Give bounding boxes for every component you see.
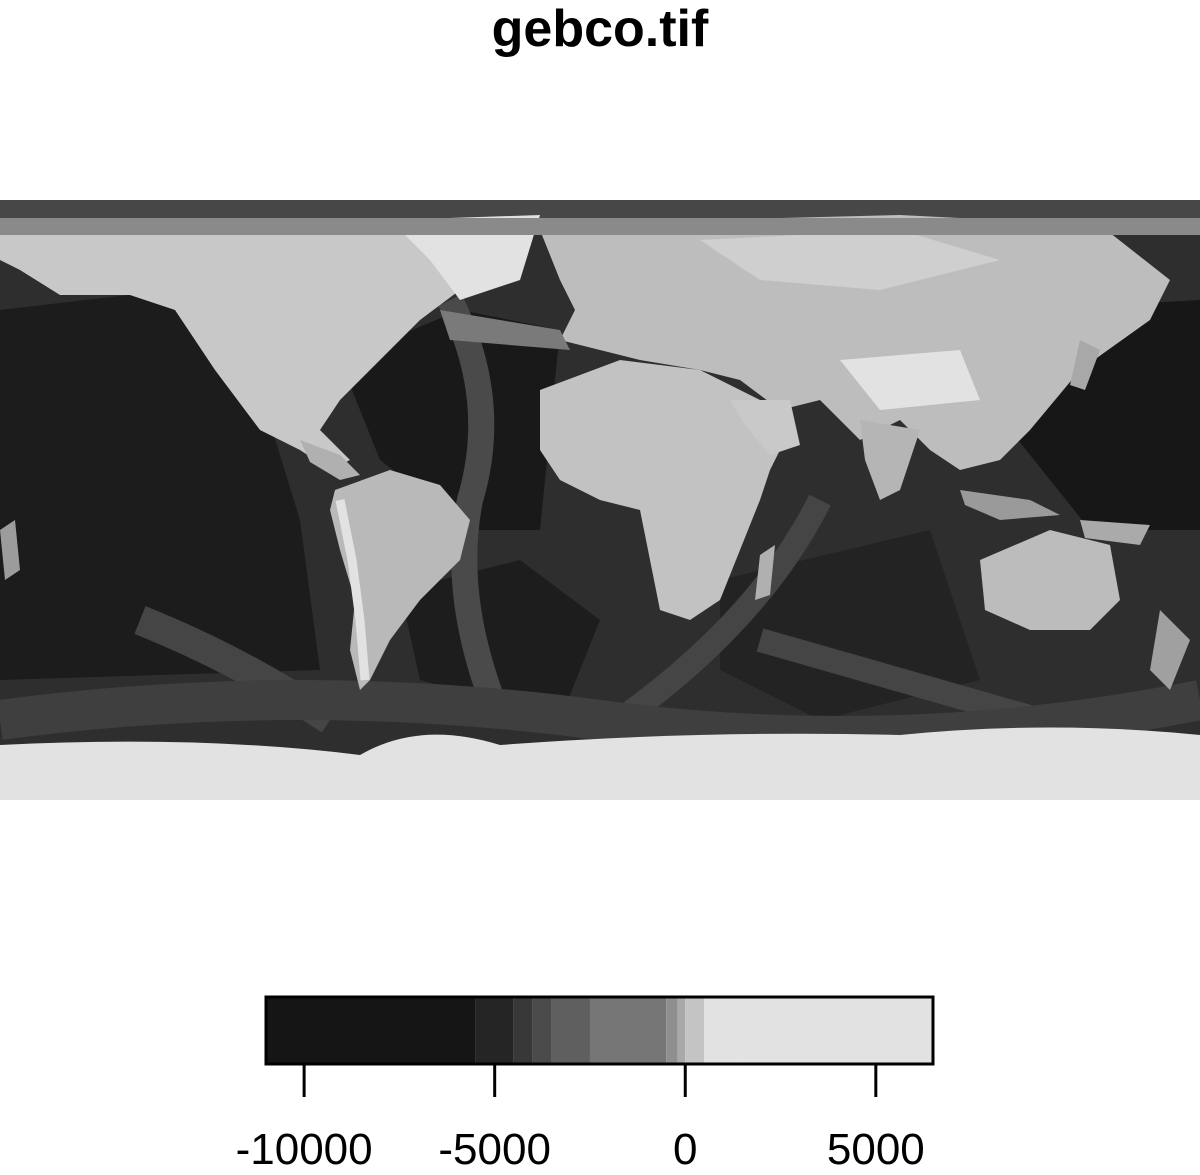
siberia-high — [700, 230, 1000, 290]
elevation-raster — [0, 200, 1200, 800]
atlantic-deep-south — [400, 560, 600, 720]
legend-svg: -10000 -5000 0 5000 — [236, 995, 935, 1174]
india — [860, 420, 920, 500]
new-guinea — [1080, 520, 1150, 545]
shelf-arctic — [0, 218, 1200, 235]
legend-swatch — [685, 997, 705, 1064]
legend-swatch — [266, 997, 476, 1064]
shelf-north-atlantic — [440, 310, 570, 350]
legend-swatch — [677, 997, 686, 1064]
legend-tick-label: -10000 — [236, 1125, 373, 1174]
legend-tick-label: -5000 — [438, 1125, 551, 1174]
legend-swatch — [589, 997, 667, 1064]
legend-swatch — [666, 997, 678, 1064]
arabia — [730, 400, 800, 455]
tibet-plateau — [840, 350, 980, 410]
andes — [335, 499, 370, 681]
legend-swatch — [513, 997, 533, 1064]
west-edge-land — [0, 520, 20, 580]
antarctica — [0, 727, 1200, 800]
north-america — [0, 220, 460, 470]
color-legend: -10000 -5000 0 5000 — [0, 990, 1200, 1175]
atlantic-deep-north — [340, 310, 560, 530]
mid-atlantic-ridge — [438, 294, 513, 725]
legend-swatch — [551, 997, 590, 1064]
eurasia — [540, 215, 1170, 470]
africa — [540, 360, 790, 620]
new-zealand — [1150, 610, 1190, 690]
madagascar — [755, 545, 775, 600]
japan — [1070, 340, 1100, 390]
australia — [980, 530, 1120, 630]
legend-swatch — [742, 997, 933, 1064]
elevation-map — [0, 200, 1200, 800]
indonesia — [960, 490, 1060, 520]
legend-tick-label: 0 — [673, 1125, 697, 1174]
legend-swatch — [704, 997, 743, 1064]
legend-swatch — [532, 997, 552, 1064]
legend-frame — [264, 995, 935, 1066]
legend-swatch — [475, 997, 514, 1064]
map-title: gebco.tif — [491, 0, 709, 58]
arctic-edge — [0, 200, 1200, 218]
legend-tick-label: 5000 — [827, 1125, 925, 1174]
central-america — [300, 440, 360, 480]
greenland — [390, 215, 540, 300]
